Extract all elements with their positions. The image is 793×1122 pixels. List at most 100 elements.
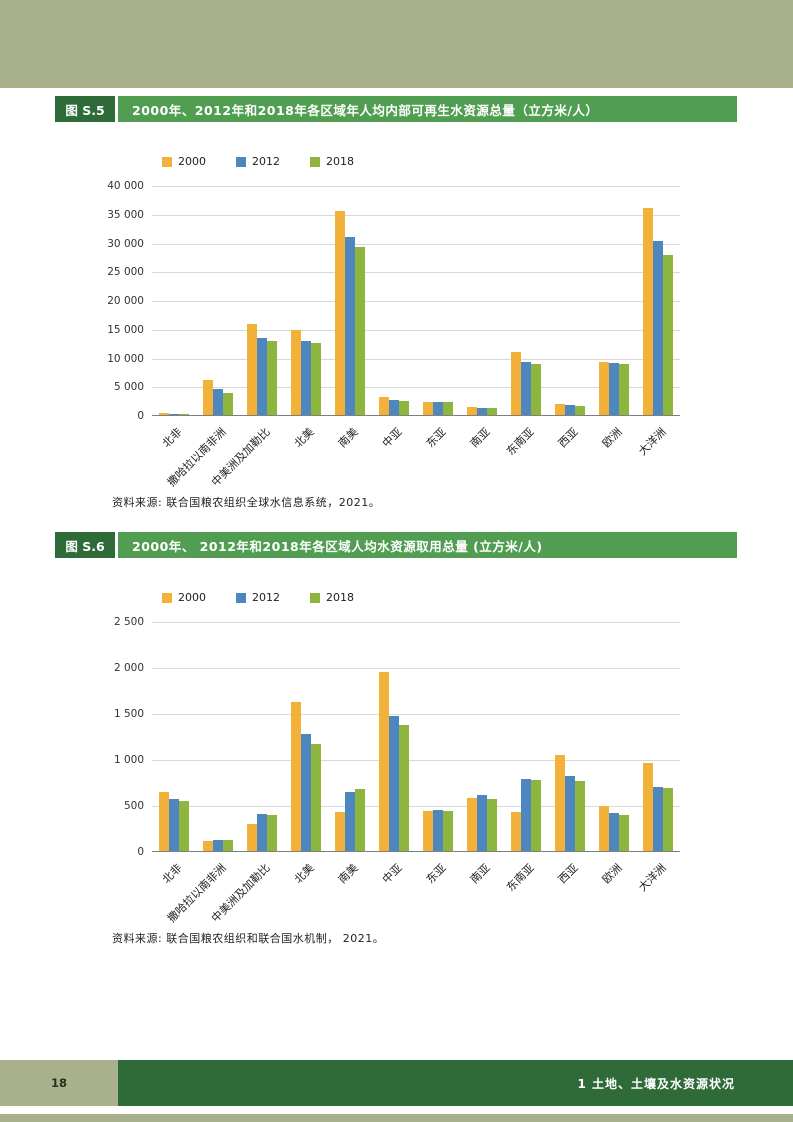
legend-item-2000: 2000 [162, 591, 206, 604]
legend-label: 2018 [326, 155, 354, 168]
x-axis-line [152, 415, 680, 416]
bar-2018-南美 [355, 789, 365, 851]
bar-2012-北非 [169, 799, 179, 851]
legend-label: 2000 [178, 155, 206, 168]
bar-2018-北美 [311, 744, 321, 851]
legend-swatch [310, 592, 320, 603]
figure-s5: 图 S.5 2000年、2012年和2018年各区域年人均内部可再生水资源总量（… [0, 96, 793, 510]
bar-2018-欧洲 [619, 815, 629, 851]
bar-2000-东亚 [423, 401, 433, 415]
bar-2000-南亚 [467, 406, 477, 415]
figure-s6-header: 图 S.6 2000年、 2012年和2018年各区域人均水资源取用总量 (立方… [55, 532, 737, 558]
legend-label: 2000 [178, 591, 206, 604]
bar-2012-中美洲及加勒比 [257, 337, 267, 415]
bar-2012-欧洲 [609, 812, 619, 851]
bar-chart-water-resources: 0 5 000 10 000 15 000 20 000 25 000 30 000 35 0… [107, 180, 680, 489]
legend-label: 2012 [252, 591, 280, 604]
legend-swatch [236, 156, 246, 167]
bar-2018-西亚 [575, 781, 585, 851]
bar-2012-南亚 [477, 407, 487, 415]
legend-swatch [236, 592, 246, 603]
y-tick-label: 500 [123, 800, 144, 812]
bar-2000-欧洲 [599, 805, 609, 851]
legend-item-2018: 2018 [310, 155, 354, 168]
gridline [152, 214, 680, 216]
gridline [152, 186, 680, 187]
source-note: 资料来源: 联合国粮农组织全球水信息系统，2021。 [112, 496, 381, 509]
bar-2018-中美洲及加勒比 [267, 340, 277, 415]
gridline [152, 387, 680, 389]
y-tick-label: 10 000 [107, 352, 144, 365]
bar-2000-撒哈拉以南非洲 [203, 379, 213, 415]
bar-2018-中亚 [399, 724, 409, 851]
bar-2018-北非 [179, 800, 189, 851]
top-band [0, 0, 793, 88]
gridline [152, 272, 680, 274]
bar-2000-东南亚 [511, 351, 521, 415]
y-tick-label: 0 [137, 410, 144, 422]
y-tick-label: 30 000 [107, 237, 144, 250]
bar-2018-东亚 [443, 811, 453, 851]
legend: 2000 2012 2018 [162, 155, 793, 168]
y-tick-label: 40 000 [107, 180, 144, 192]
bar-2018-西亚 [575, 406, 585, 415]
bar-2018-撒哈拉以南非洲 [223, 392, 233, 415]
legend-item-2012: 2012 [236, 591, 280, 604]
bar-2012-撒哈拉以南非洲 [213, 839, 223, 851]
bar-2000-南美 [335, 812, 345, 851]
bar-2000-西亚 [555, 755, 565, 851]
figure-title: 2000年、2012年和2018年各区域年人均内部可再生水资源总量（立方米/人） [118, 96, 737, 122]
legend-swatch [162, 592, 172, 603]
bar-2012-中美洲及加勒比 [257, 813, 267, 851]
legend: 2000 2012 2018 [162, 591, 793, 604]
bar-2018-东亚 [443, 402, 453, 415]
bar-2012-东亚 [433, 401, 443, 415]
bar-2018-北美 [311, 342, 321, 415]
bar-2018-撒哈拉以南非洲 [223, 839, 233, 851]
bar-2000-北美 [291, 330, 301, 415]
legend-label: 2018 [326, 591, 354, 604]
bar-2000-中亚 [379, 671, 389, 851]
bar-2000-北非 [159, 792, 169, 851]
bar-2018-东南亚 [531, 364, 541, 415]
figure-title: 2000年、 2012年和2018年各区域人均水资源取用总量 (立方米/人) [118, 532, 737, 558]
y-tick-label: 35 000 [107, 208, 144, 221]
bar-2012-东南亚 [521, 779, 531, 851]
y-tick-label: 25 000 [107, 266, 144, 279]
bar-2012-中亚 [389, 400, 399, 415]
gridline [152, 714, 680, 715]
bar-2000-南亚 [467, 797, 477, 851]
bar-2018-东南亚 [531, 780, 541, 851]
bar-2018-北非 [179, 413, 189, 415]
bar-2000-中亚 [379, 396, 389, 415]
bar-2000-中美洲及加勒比 [247, 824, 257, 851]
y-tick-label: 2 000 [113, 662, 144, 674]
gridline [152, 806, 680, 807]
bottom-strip [0, 1114, 793, 1122]
figure-s6: 图 S.6 2000年、 2012年和2018年各区域人均水资源取用总量 (立方… [0, 532, 793, 946]
bar-2012-大洋洲 [653, 786, 663, 851]
bar-2012-中亚 [389, 715, 399, 851]
bar-2018-南美 [355, 246, 365, 415]
y-tick-label: 0 [137, 846, 144, 858]
bar-2000-撒哈拉以南非洲 [203, 840, 213, 851]
bar-2012-西亚 [565, 775, 575, 851]
x-axis-line [152, 851, 680, 852]
bar-2012-东南亚 [521, 361, 531, 415]
bar-2000-北美 [291, 701, 301, 851]
legend-item-2018: 2018 [310, 591, 354, 604]
bar-2012-南美 [345, 792, 355, 851]
legend-item-2012: 2012 [236, 155, 280, 168]
y-tick-label: 1 000 [113, 754, 144, 766]
bar-2018-中亚 [399, 401, 409, 415]
y-tick-label: 1 500 [113, 708, 144, 720]
bar-2012-西亚 [565, 405, 575, 415]
page-number: 18 [0, 1060, 118, 1106]
bar-2000-东亚 [423, 810, 433, 851]
legend-swatch [310, 156, 320, 167]
footer-chapter-label: 1 土地、土壤及水资源状况 [577, 1076, 735, 1091]
y-tick-label: 20 000 [107, 295, 144, 307]
legend-item-2000: 2000 [162, 155, 206, 168]
bar-2012-南美 [345, 236, 355, 415]
